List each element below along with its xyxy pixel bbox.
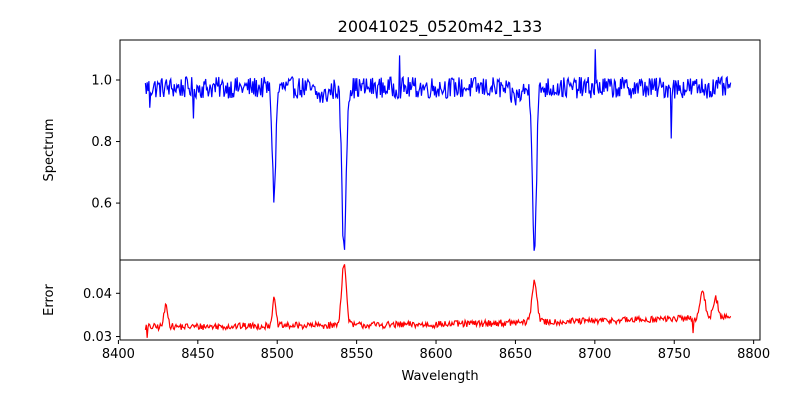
- x-tick-label: 8650: [499, 347, 532, 362]
- x-tick-label: 8800: [737, 347, 770, 362]
- spectrum-panel-y-tick-label: 1.0: [91, 74, 112, 89]
- spectrum-panel-y-tick-label: 0.6: [91, 197, 112, 212]
- x-axis-ticks: 8400 8450 8500 8550 8600 8650 8700 8750 8800: [102, 340, 770, 362]
- error-y-ticks: 0.03 0.04: [83, 287, 120, 345]
- spectrum-y-ticks: 0.6 0.8 1.0: [91, 74, 120, 212]
- error-line: [144, 264, 732, 338]
- error-panel-y-tick-label: 0.03: [83, 330, 112, 345]
- x-tick-label: 8550: [340, 347, 373, 362]
- error-panel: 0.03 0.04 Error: [42, 259, 761, 345]
- error-panel-frame: [119, 259, 761, 341]
- spectrum-panel-y-tick-label: 0.8: [91, 135, 112, 150]
- x-tick-label: 8750: [658, 347, 691, 362]
- x-tick-label: 8450: [181, 347, 214, 362]
- spectrum-line: [144, 49, 732, 251]
- spectrum-panel: 0.6 0.8 1.0 Spectrum: [42, 39, 761, 261]
- x-axis-label: Wavelength: [401, 369, 478, 384]
- x-tick-label: 8600: [419, 347, 452, 362]
- spectrum-y-axis-label: Spectrum: [42, 119, 57, 182]
- x-tick-label: 8500: [261, 347, 294, 362]
- x-tick-label: 8700: [578, 347, 611, 362]
- chart-title: 20041025_0520m42_133: [338, 17, 543, 37]
- x-tick-label: 8400: [102, 347, 135, 362]
- error-y-axis-label: Error: [42, 284, 57, 316]
- error-panel-y-tick-label: 0.04: [83, 287, 112, 302]
